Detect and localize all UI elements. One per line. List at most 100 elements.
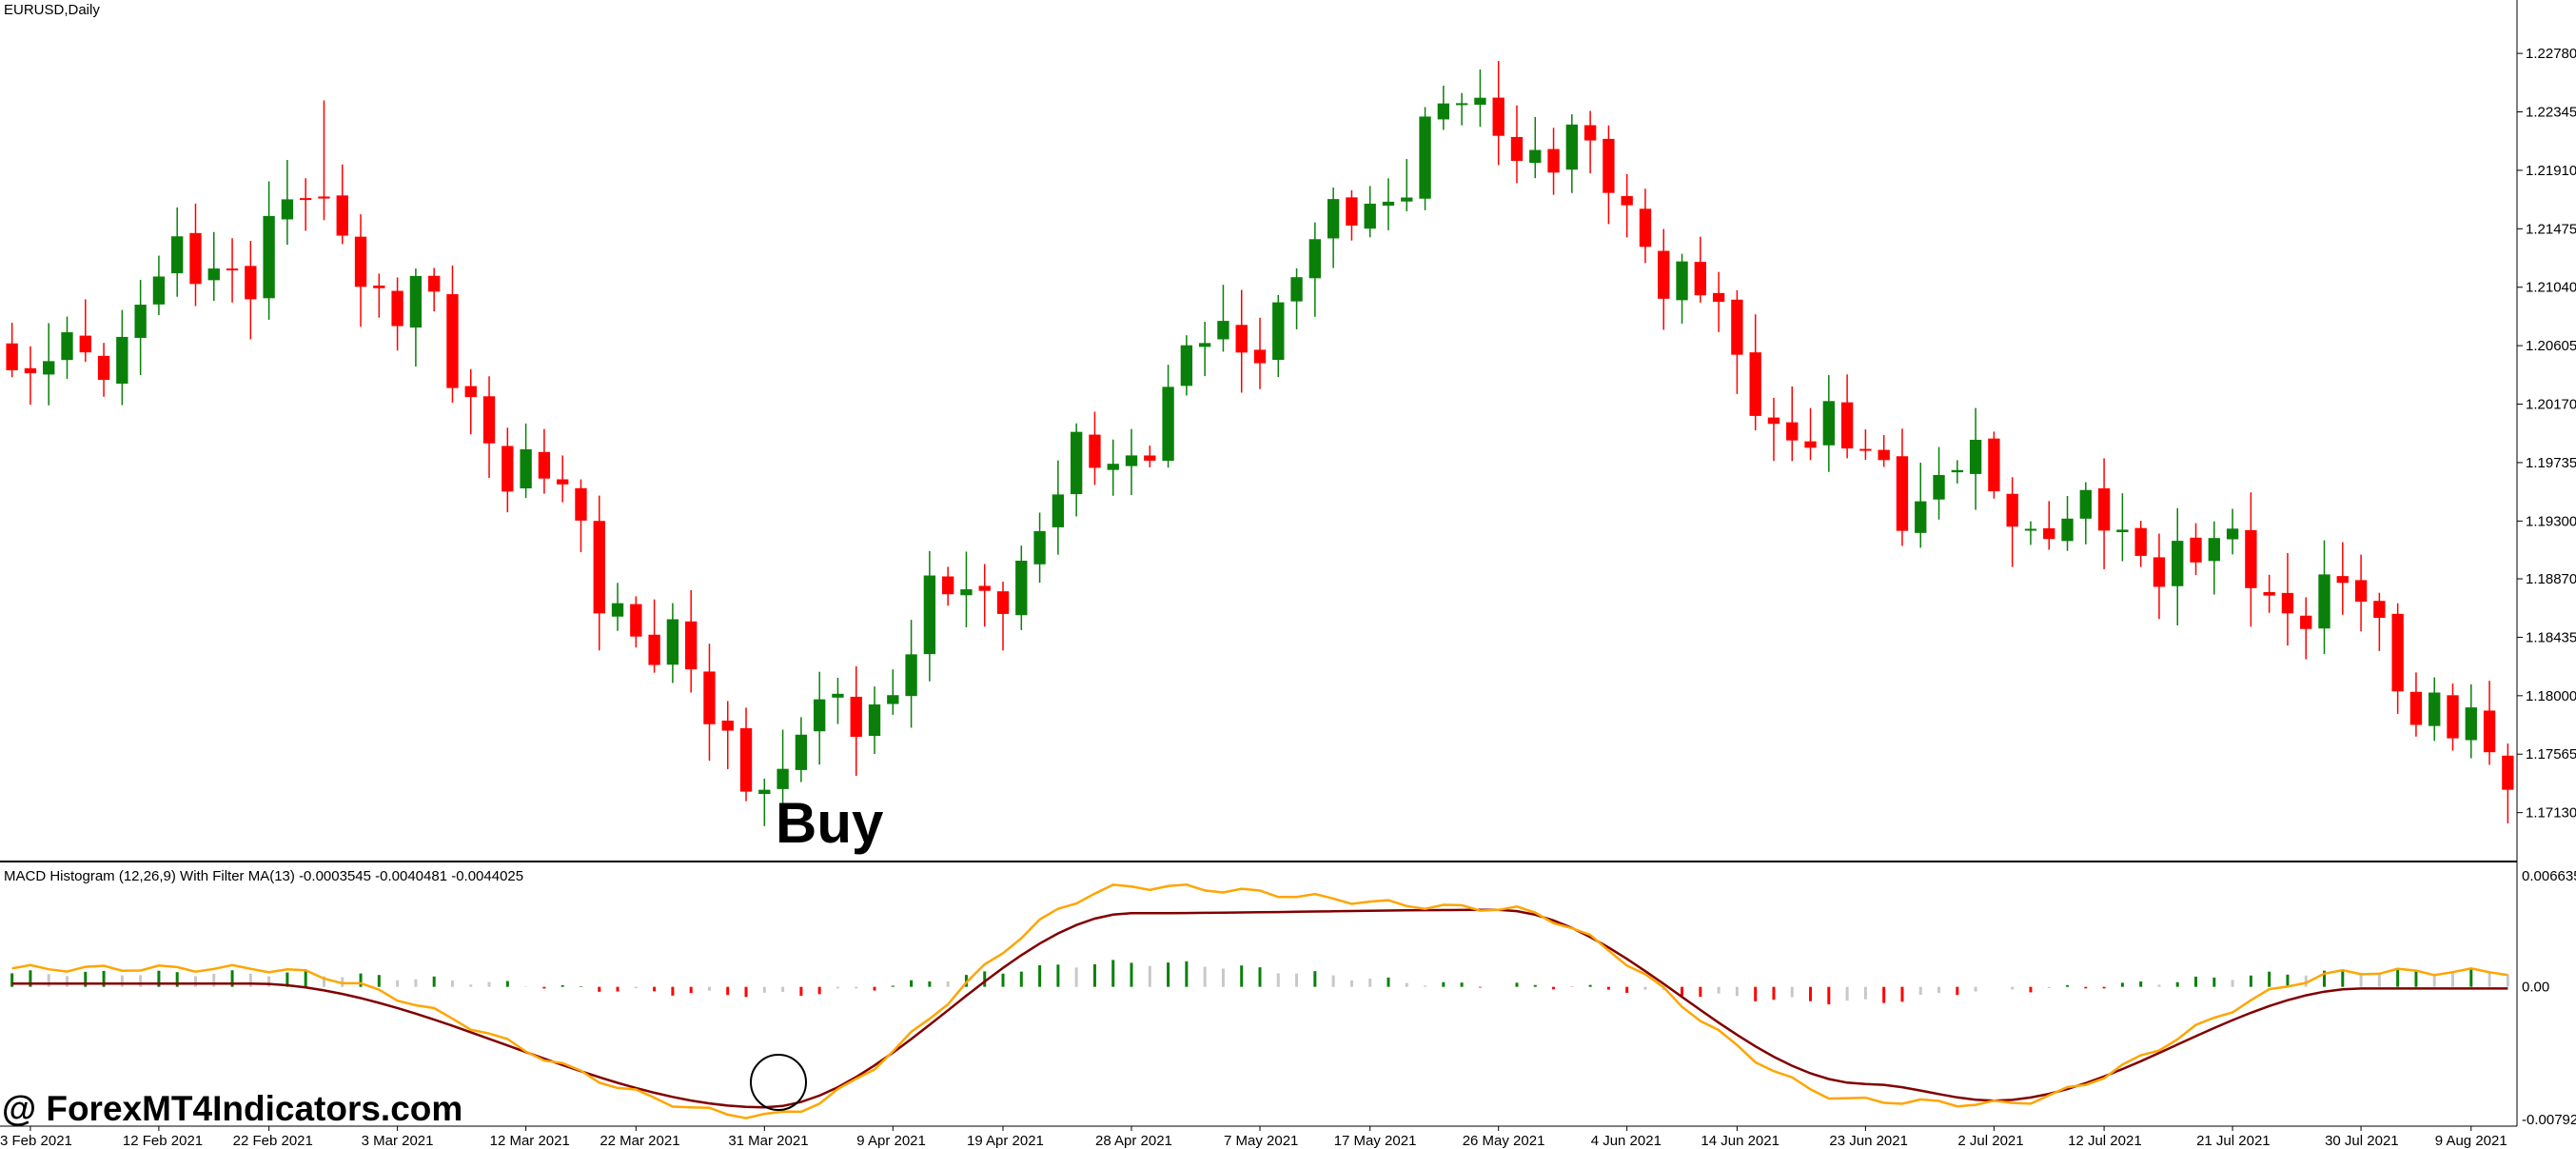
candlestick-series — [6, 61, 2514, 826]
candle-body — [1676, 261, 1688, 301]
candle-body — [2336, 576, 2349, 584]
indicator-axis-labels: 0.006635 0.00 -0.007924 — [2522, 868, 2576, 1128]
candle-body — [1272, 302, 1285, 361]
date-tick-label: 17 May 2021 — [1334, 1133, 1417, 1149]
candle-body — [1015, 561, 1028, 616]
candle-body — [1822, 401, 1835, 446]
candle-body — [2300, 615, 2312, 629]
candle-body — [2153, 557, 2166, 587]
candle-body — [1419, 116, 1431, 199]
date-axis-labels: 3 Feb 2021 12 Feb 2021 22 Feb 2021 3 Mar 20… — [0, 1126, 2507, 1149]
candle-body — [1437, 103, 1450, 120]
candle-body — [611, 603, 624, 617]
candle-body — [1786, 422, 1799, 441]
candle-body — [300, 198, 312, 201]
candle-body — [1510, 136, 1524, 161]
candle-body — [2024, 528, 2037, 531]
candle-body — [207, 268, 220, 281]
candle-body — [1583, 125, 1597, 141]
candle-body — [2116, 529, 2129, 533]
crossover-circle — [750, 1054, 807, 1111]
candle-body — [1253, 349, 1267, 364]
indicator-tick-label: 0.006635 — [2522, 868, 2576, 884]
date-tick-label: 12 Feb 2021 — [123, 1133, 203, 1149]
candle-body — [666, 619, 679, 665]
candle-body — [1107, 464, 1119, 470]
indicator-title: MACD Histogram (12,26,9) With Filter MA(… — [4, 868, 523, 884]
candle-body — [850, 696, 862, 737]
candle-body — [2134, 527, 2147, 556]
candle-body — [2061, 518, 2074, 542]
candle-body — [446, 294, 459, 388]
candle-body — [1162, 386, 1174, 462]
candle-body — [2447, 695, 2459, 739]
date-tick-label: 28 Apr 2021 — [1095, 1133, 1172, 1149]
candle-body — [905, 654, 917, 697]
candle-body — [1070, 431, 1083, 495]
candle-body — [2483, 710, 2496, 753]
price-tick-label: 1.21040 — [2526, 280, 2576, 296]
date-tick-label: 21 Jul 2021 — [2196, 1133, 2271, 1149]
candle-body — [2373, 601, 2386, 619]
candle-body — [2409, 691, 2423, 725]
date-tick-label: 22 Feb 2021 — [233, 1133, 313, 1149]
indicator-tick-label: 0.00 — [2522, 980, 2549, 996]
candle-body — [2097, 487, 2111, 531]
buy-label: Buy — [776, 791, 884, 855]
candle-body — [557, 479, 569, 485]
candle-body — [1988, 438, 2000, 492]
price-tick-label: 1.18000 — [2526, 688, 2576, 704]
candle-body — [2172, 541, 2184, 586]
candle-body — [2429, 692, 2441, 726]
candle-body — [1327, 199, 1340, 239]
candle-body — [1639, 208, 1652, 248]
candle-body — [1308, 239, 1322, 279]
candle-body — [1621, 196, 1633, 206]
date-tick-label: 3 Feb 2021 — [0, 1133, 72, 1149]
candle-body — [97, 355, 110, 381]
signal-line — [11, 908, 2508, 1109]
candle-body — [1878, 449, 1890, 461]
candle-body — [336, 195, 348, 236]
candle-body — [1198, 343, 1211, 347]
candle-body — [1859, 448, 1872, 451]
candle-body — [1033, 530, 1046, 565]
price-axis-labels: 1.22780 1.22345 1.21910 1.21475 1.21040 1.206… — [2517, 46, 2576, 822]
date-tick-label: 12 Jul 2021 — [2068, 1133, 2142, 1149]
candle-body — [2391, 613, 2404, 692]
candle-body — [2226, 528, 2239, 540]
candle-body — [1346, 197, 1358, 226]
candle-body — [1951, 469, 1963, 473]
date-tick-label: 30 Jul 2021 — [2325, 1133, 2399, 1149]
price-tick-label: 1.18435 — [2526, 629, 2576, 645]
candle-body — [1474, 97, 1486, 105]
candle-body — [2043, 527, 2055, 540]
candle-body — [2502, 755, 2514, 790]
macd-line — [11, 883, 2508, 1119]
candle-body — [1658, 250, 1670, 299]
candle-body — [391, 290, 403, 327]
candle-body — [648, 634, 660, 665]
candle-body — [685, 621, 698, 670]
candle-body — [226, 268, 239, 271]
candle-body — [2208, 538, 2220, 562]
candle-body — [409, 275, 423, 328]
candle-body — [1492, 97, 1504, 136]
candle-body — [134, 305, 147, 338]
candle-body — [2263, 592, 2275, 596]
date-tick-label: 31 Mar 2021 — [728, 1133, 808, 1149]
date-tick-label: 22 Mar 2021 — [600, 1133, 679, 1149]
candle-body — [1933, 475, 1945, 500]
candle-body — [1217, 321, 1229, 340]
candle-body — [43, 361, 55, 375]
price-tick-label: 1.18870 — [2526, 571, 2576, 587]
candle-body — [1235, 325, 1248, 353]
candle-body — [318, 196, 330, 199]
price-tick-label: 1.19735 — [2526, 455, 2576, 471]
date-tick-label: 14 Jun 2021 — [1701, 1133, 1780, 1149]
candle-body — [1603, 138, 1615, 193]
date-tick-label: 19 Apr 2021 — [967, 1133, 1044, 1149]
candle-body — [1382, 201, 1395, 207]
candle-body — [281, 199, 294, 220]
candle-body — [1804, 441, 1817, 448]
